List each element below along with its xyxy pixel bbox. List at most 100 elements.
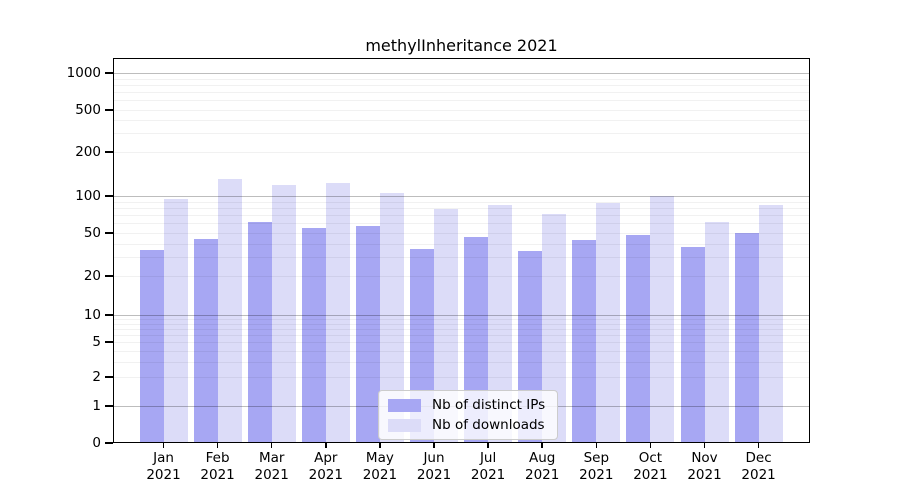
year-label: 2021 [254, 466, 289, 483]
y-tick-mark-50 [105, 232, 113, 234]
month-label: Jun [423, 450, 445, 466]
bar-downloads-mar [271, 185, 296, 443]
gridline-minor [113, 215, 810, 217]
x-tick-label-jul: Jul 2021 [456, 450, 520, 483]
y-tick-label-100: 100 [75, 187, 101, 204]
gridline-minor [113, 361, 810, 363]
x-tick-mark-mar [270, 443, 273, 448]
gridline-minor [113, 207, 810, 209]
gridline-minor [113, 201, 810, 203]
year-label: 2021 [687, 466, 722, 483]
bar-distinct-ips-nov [680, 247, 705, 443]
x-tick-label-apr: Apr 2021 [294, 450, 358, 483]
gridline-major [113, 195, 810, 197]
bar-downloads-nov [704, 222, 729, 443]
y-tick-mark-5 [105, 341, 113, 343]
y-tick-label-10: 10 [83, 307, 101, 324]
bar-downloads-sep [596, 203, 621, 443]
gridline-minor [113, 151, 810, 153]
bar-downloads-apr [325, 183, 350, 443]
year-label: 2021 [362, 466, 398, 483]
x-tick-mark-feb [216, 443, 219, 448]
y-tick-mark-2 [105, 376, 113, 378]
year-label: 2021 [525, 466, 560, 483]
y-tick-label-2: 2 [92, 369, 101, 386]
bar-downloads-dec [758, 205, 783, 443]
legend-swatch-downloads [388, 418, 421, 432]
y-tick-mark-10 [105, 314, 113, 316]
month-label: Feb [205, 450, 230, 466]
gridline-minor [113, 319, 810, 321]
month-label: May [365, 450, 394, 466]
gridline-minor [113, 92, 810, 94]
gridline-minor [113, 275, 810, 277]
gridline-minor [113, 335, 810, 337]
x-tick-mark-apr [325, 443, 327, 448]
gridline-major [113, 315, 810, 317]
gridline-minor [113, 377, 810, 379]
gridline-minor [113, 323, 810, 325]
y-tick-label-50: 50 [83, 225, 101, 242]
gridline-minor [113, 133, 810, 135]
month-label: Mar [258, 450, 285, 466]
y-tick-mark-200 [105, 151, 113, 153]
month-label: Aug [529, 450, 556, 466]
gridline-minor [113, 109, 810, 111]
x-tick-label-jan: Jan 2021 [132, 450, 196, 483]
x-tick-label-may: May 2021 [348, 450, 412, 483]
year-label: 2021 [146, 466, 181, 483]
gridline-minor [113, 223, 810, 225]
chart-title: methylInheritance 2021 [365, 36, 558, 55]
gridline-minor [113, 243, 810, 245]
y-tick-mark-0 [105, 442, 113, 444]
bar-downloads-jan [163, 198, 188, 443]
bar-downloads-feb [217, 179, 242, 443]
gridline-minor [113, 78, 810, 80]
year-label: 2021 [416, 466, 452, 483]
month-label: Dec [745, 450, 772, 466]
bar-distinct-ips-sep [572, 240, 597, 443]
y-tick-label-20: 20 [83, 267, 101, 284]
y-tick-mark-20 [105, 275, 113, 277]
y-tick-mark-1 [105, 405, 113, 407]
y-tick-label-200: 200 [75, 143, 101, 160]
bar-distinct-ips-oct [626, 235, 651, 443]
gridline-minor [113, 329, 810, 331]
bar-downloads-oct [650, 195, 675, 443]
y-tick-mark-500 [105, 109, 113, 111]
legend-label-distinct-ips: Nb of distinct IPs [432, 397, 546, 413]
y-tick-label-5: 5 [92, 334, 101, 351]
month-label: Sep [583, 450, 610, 466]
x-tick-mark-jun [433, 443, 435, 448]
y-tick-label-1: 1 [92, 398, 101, 415]
year-label: 2021 [741, 466, 776, 483]
gridline-major [113, 73, 810, 74]
month-label: Apr [314, 450, 338, 466]
gridline-minor [113, 84, 810, 86]
legend-item-downloads: Nb of downloads [388, 417, 545, 433]
x-tick-mark-dec [757, 443, 760, 448]
bar-distinct-ips-feb [193, 239, 218, 443]
bar-distinct-ips-apr [301, 228, 326, 443]
x-tick-label-oct: Oct 2021 [618, 450, 682, 483]
x-tick-mark-may [379, 443, 381, 448]
gridline-minor [113, 100, 810, 102]
x-tick-label-aug: Aug 2021 [510, 450, 574, 483]
bar-distinct-ips-mar [247, 222, 272, 443]
year-label: 2021 [200, 466, 235, 483]
year-label: 2021 [308, 466, 343, 483]
x-tick-mark-jan [162, 443, 165, 448]
plot-area: Nb of distinct IPs Nb of downloads [113, 58, 810, 443]
bar-distinct-ips-dec [734, 233, 759, 443]
month-label: Jul [479, 450, 497, 466]
year-label: 2021 [470, 466, 506, 483]
x-tick-mark-jul [487, 443, 489, 448]
legend-item-distinct-ips: Nb of distinct IPs [388, 397, 545, 413]
month-label: Jan [153, 450, 174, 466]
bar-distinct-ips-may [355, 226, 380, 443]
year-label: 2021 [633, 466, 668, 483]
y-tick-label-1000: 1000 [66, 65, 101, 81]
legend: Nb of distinct IPs Nb of downloads [378, 390, 559, 440]
x-tick-label-sep: Sep 2021 [564, 450, 628, 483]
month-label: Nov [691, 450, 718, 466]
